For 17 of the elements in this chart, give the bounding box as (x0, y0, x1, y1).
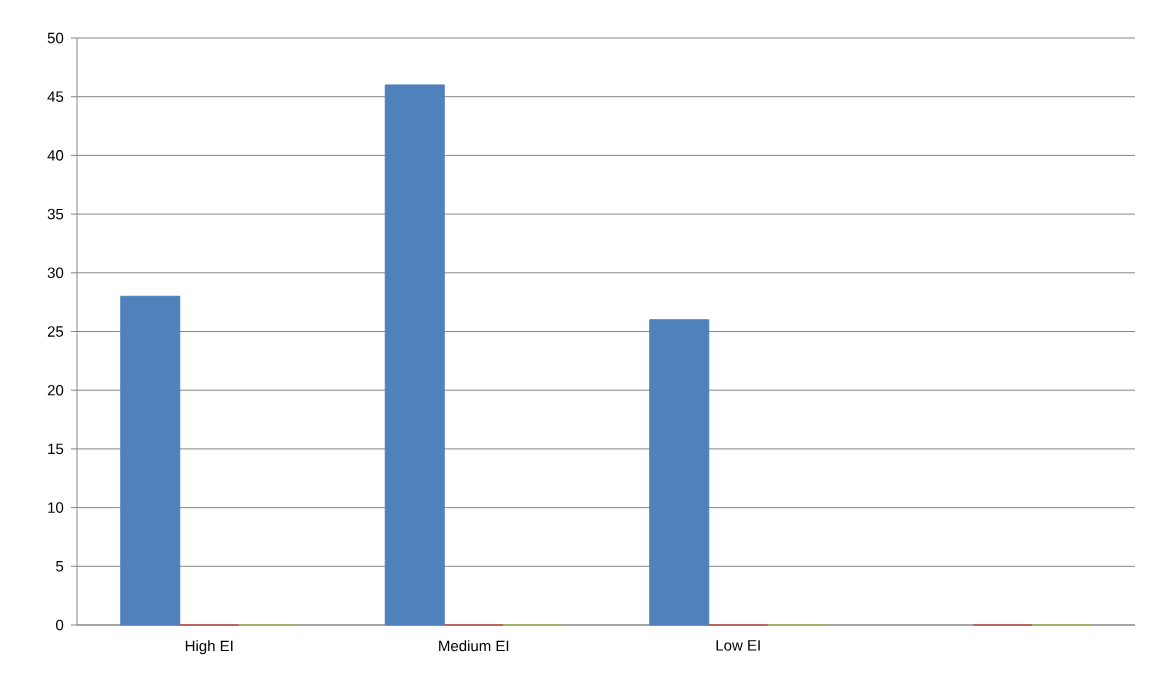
y-tick-label: 45 (47, 91, 64, 102)
y-tick-label: 30 (47, 267, 64, 279)
y-tick-label: 15 (48, 443, 64, 455)
bar (649, 319, 710, 626)
x-tick-label: Medium EI (439, 640, 509, 652)
bar (384, 84, 445, 626)
x-tick-label: Low EI (716, 640, 760, 651)
x-tick-label: High EI (185, 640, 233, 655)
y-tick-label: 25 (47, 326, 64, 337)
y-tick-label: 35 (47, 208, 64, 220)
y-tick-label: 50 (47, 32, 64, 44)
y-tick-label: 10 (48, 502, 64, 513)
y-tick-label: 0 (56, 619, 64, 631)
y-tick-label: 40 (47, 150, 64, 161)
y-tick-label: 5 (56, 561, 64, 572)
bar (120, 295, 181, 626)
y-tick-label: 20 (47, 384, 64, 396)
